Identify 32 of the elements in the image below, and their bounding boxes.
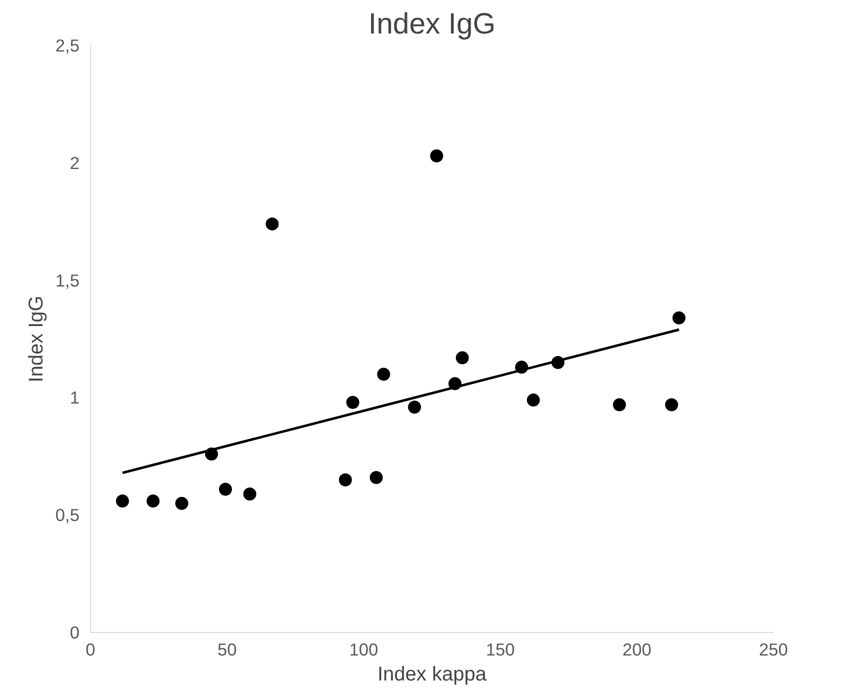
point [377, 368, 390, 381]
y-tick-label: 0 [70, 622, 80, 642]
point [338, 473, 352, 486]
x-tick-label: 50 [217, 640, 237, 660]
x-tick-label: 250 [759, 640, 788, 660]
point [672, 311, 686, 324]
point [612, 398, 626, 412]
y-tick-label: 2 [70, 152, 80, 173]
point [370, 471, 383, 484]
x-tick-label: 150 [486, 640, 515, 660]
point [146, 494, 160, 508]
y-axis-title: Index IgG [25, 296, 48, 382]
point [243, 487, 256, 500]
y-tick-label: 1,5 [55, 270, 80, 290]
y-tick-label: 0,5 [55, 505, 80, 526]
point [116, 494, 129, 508]
point [218, 482, 232, 496]
point [175, 496, 188, 510]
x-tick-label: 100 [349, 640, 378, 660]
point [526, 394, 540, 407]
chart-title: Index IgG [368, 8, 496, 40]
point [665, 398, 678, 412]
point [456, 351, 469, 364]
point [430, 149, 444, 162]
x-axis-title: Index kappa [378, 664, 488, 686]
y-tick-label: 2,5 [55, 36, 80, 56]
point [266, 217, 279, 230]
point [408, 400, 422, 414]
x-tick-label: 0 [86, 640, 96, 660]
point [346, 396, 360, 409]
y-tick-label: 1 [70, 388, 80, 408]
x-tick-label: 200 [622, 640, 652, 660]
